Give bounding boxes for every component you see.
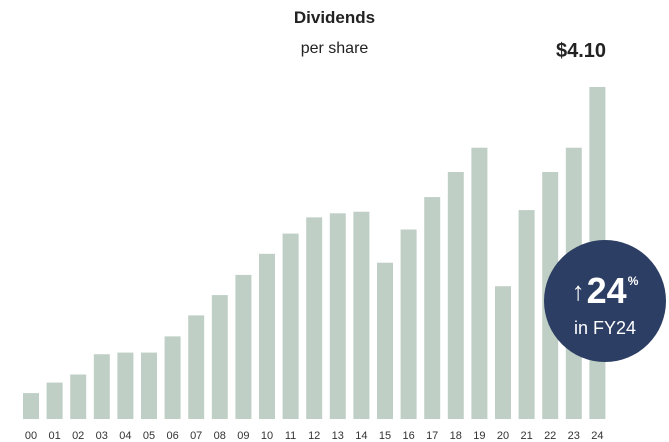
x-tick-labels: 00 01 02 03 04 05 06 07 08 09 10 11 12 13 14 15 16 17 18 19… [25, 430, 604, 442]
bar-10 [259, 253, 275, 419]
x-tick-20: 20 [497, 430, 509, 442]
x-tick-01: 01 [48, 430, 60, 442]
up-arrow-icon: ↑ [571, 276, 585, 306]
badge-unit: % [627, 274, 639, 288]
x-tick-17: 17 [426, 430, 438, 442]
bar-13 [329, 213, 346, 419]
bar-06 [164, 336, 181, 419]
bars-group [23, 87, 606, 419]
bar-19 [471, 147, 488, 419]
x-tick-13: 13 [332, 430, 344, 442]
x-tick-02: 02 [72, 430, 84, 442]
x-tick-21: 21 [520, 430, 532, 442]
growth-badge: ↑24% in FY24 [544, 240, 666, 362]
x-tick-04: 04 [119, 430, 131, 442]
bar-11 [282, 233, 299, 419]
x-tick-00: 00 [25, 430, 37, 442]
chart-title: Dividends [293, 8, 376, 27]
x-tick-23: 23 [568, 430, 580, 442]
bar-03 [93, 354, 110, 419]
bar-21 [518, 210, 535, 419]
bar-04 [117, 352, 134, 419]
bar-14 [353, 211, 370, 419]
bar-07 [188, 315, 205, 419]
bar-18 [447, 172, 464, 419]
bar-16 [400, 229, 417, 419]
x-tick-19: 19 [473, 430, 485, 442]
x-tick-10: 10 [261, 430, 273, 442]
x-tick-18: 18 [450, 430, 462, 442]
x-tick-06: 06 [166, 430, 178, 442]
bar-09 [235, 274, 252, 419]
badge-value: 24 [586, 270, 627, 311]
x-tick-15: 15 [379, 430, 391, 442]
x-tick-11: 11 [285, 430, 296, 442]
badge-caption: in FY24 [573, 318, 637, 338]
x-tick-22: 22 [544, 430, 556, 442]
x-tick-07: 07 [190, 430, 202, 442]
bar-00 [23, 393, 39, 419]
bar-02 [70, 374, 87, 419]
bar-01 [46, 382, 63, 419]
x-tick-12: 12 [308, 430, 320, 442]
bar-20 [495, 286, 511, 419]
x-tick-03: 03 [96, 430, 108, 442]
x-tick-24: 24 [591, 430, 603, 442]
last-value-callout: $4.10 [556, 40, 607, 62]
x-tick-16: 16 [402, 430, 414, 442]
x-tick-08: 08 [214, 430, 226, 442]
x-tick-09: 09 [237, 430, 249, 442]
bar-12 [306, 217, 323, 419]
x-tick-05: 05 [143, 430, 155, 442]
badge-main: ↑24% [544, 270, 666, 312]
bar-17 [424, 197, 441, 419]
bar-15 [377, 262, 393, 419]
chart-subtitle: per share [300, 40, 369, 57]
bar-08 [211, 295, 228, 419]
bar-05 [141, 352, 157, 419]
x-tick-14: 14 [355, 430, 367, 442]
